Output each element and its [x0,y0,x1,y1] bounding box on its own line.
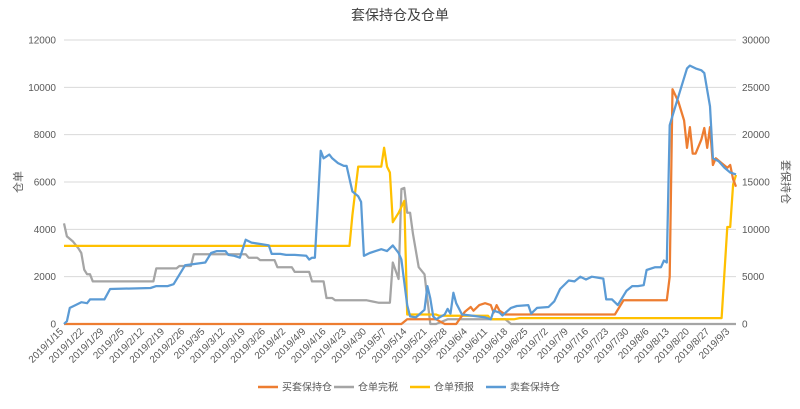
left-axis-ticks: 0 2000 4000 6000 8000 10000 12000 [28,36,56,331]
gridlines [64,39,736,278]
legend-label: 买套保持仓 [282,381,332,394]
left-tick-label: 10000 [28,83,56,94]
series-line-3 [63,64,737,325]
legend-label: 仓单完税 [358,381,398,394]
right-axis-ticks: 0 5000 10000 15000 20000 25000 30000 [742,36,770,331]
series-lines [62,64,738,326]
right-tick-label: 20000 [742,130,770,141]
left-tick-label: 8000 [34,130,57,141]
right-tick-label: 0 [742,320,748,331]
series-line-1 [62,186,736,326]
series-line-2 [64,146,738,321]
right-tick-label: 30000 [742,36,770,47]
legend-label: 卖套保持仓 [510,381,560,394]
left-tick-label: 4000 [34,225,57,236]
left-axis-title: 仓单 [11,171,25,193]
legend: 买套保持仓 仓单完税 仓单预报 卖套保持仓 [258,381,560,394]
left-tick-label: 0 [50,320,56,331]
legend-label: 仓单预报 [434,381,474,394]
left-tick-label: 6000 [34,178,57,189]
left-tick-label: 2000 [34,272,57,283]
left-tick-label: 12000 [28,36,56,47]
right-tick-label: 15000 [742,178,770,189]
right-tick-label: 5000 [742,272,765,283]
x-axis-ticks: 2019/1/152019/1/222019/1/292019/2/52019/… [27,326,733,366]
right-axis-title: 套保持仓 [779,160,793,204]
chart-title: 套保持仓及仓单 [351,7,449,23]
right-tick-label: 10000 [742,225,770,236]
right-tick-label: 25000 [742,83,770,94]
